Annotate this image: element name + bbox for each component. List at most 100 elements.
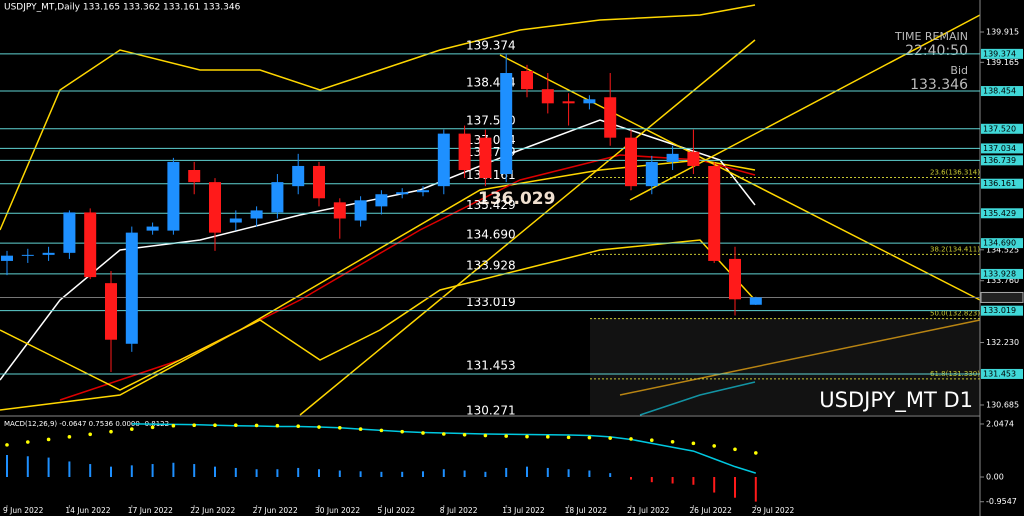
signal-dot — [733, 447, 737, 452]
x-tick-label: 27 Jun 2022 — [253, 506, 298, 515]
level-box — [981, 123, 1023, 134]
signal-dot — [546, 435, 550, 439]
y-tick-label: 139.165 — [986, 58, 1019, 67]
level-label: 133.928 — [466, 258, 516, 272]
signal-dot — [712, 444, 716, 448]
level-box — [981, 208, 1023, 219]
ichimoku-cloud — [590, 318, 980, 415]
candle-body — [167, 161, 180, 231]
candle-body — [562, 101, 575, 104]
signal-dot — [587, 435, 592, 440]
candle-body — [645, 161, 658, 187]
level-label: 133.019 — [466, 295, 516, 309]
level-box — [981, 178, 1023, 189]
bid-text: 133.346 — [910, 77, 968, 93]
macd-tick-label: 2.0474 — [986, 419, 1014, 428]
candle-body — [146, 226, 159, 231]
level-label: 135.429 — [466, 198, 516, 212]
signal-dot — [629, 437, 633, 441]
level-box-label: 131.453 — [983, 369, 1016, 378]
candle-body — [666, 153, 679, 162]
signal-dot — [192, 423, 196, 428]
indicator-lines — [0, 4, 981, 416]
candle-body — [354, 200, 367, 221]
level-box — [981, 305, 1023, 316]
candle-body — [437, 133, 450, 187]
level-box-label: 134.690 — [983, 239, 1016, 248]
candle-body — [604, 97, 617, 138]
candle-body — [541, 89, 554, 104]
y-tick-label: 134.525 — [986, 245, 1019, 254]
level-box — [981, 48, 1023, 59]
level-box — [981, 238, 1023, 249]
signal-dot — [275, 423, 280, 428]
signal-dot — [379, 428, 384, 433]
signal-dot — [358, 427, 363, 431]
signal-dot — [691, 441, 696, 446]
signal-dot — [213, 423, 217, 428]
candle-body — [333, 202, 346, 219]
level-box-label: 136.739 — [983, 156, 1016, 165]
signal-dot — [109, 429, 113, 434]
moving-average — [0, 159, 756, 411]
signal-dot — [67, 435, 72, 439]
level-box — [981, 143, 1023, 154]
level-box-label: 137.520 — [983, 124, 1016, 133]
candle-body — [292, 165, 305, 187]
candle-body — [188, 170, 201, 183]
time-remain: 22:40:50 — [905, 43, 968, 59]
x-tick-label: 14 Jun 2022 — [65, 506, 110, 515]
x-tick-label: 5 Jul 2022 — [377, 506, 415, 515]
candle-body — [583, 99, 596, 104]
candle-body — [458, 133, 471, 171]
level-box-label: 133.928 — [983, 269, 1016, 278]
candle-body — [729, 258, 741, 300]
signal-dot — [400, 429, 405, 434]
signal-dot — [234, 423, 238, 428]
signal-dot — [317, 425, 321, 429]
level-box-label: 138.454 — [983, 87, 1016, 96]
y-tick-label: 130.685 — [986, 400, 1019, 409]
level-label: 134.690 — [466, 228, 516, 242]
signal-dot — [5, 443, 9, 447]
candle-body — [84, 212, 97, 278]
candle-body — [687, 151, 700, 166]
signal-dot — [442, 432, 446, 436]
bollinger-band — [0, 4, 756, 231]
candle-body — [105, 283, 117, 340]
level-box — [981, 368, 1023, 379]
signal-dot — [650, 438, 654, 443]
x-tick-label: 13 Jul 2022 — [502, 506, 545, 515]
candle-body — [417, 190, 429, 193]
level-box — [981, 268, 1023, 279]
bid-label: Bid — [950, 64, 968, 77]
trend-line — [299, 39, 756, 416]
macd-tick-label: 0.00 — [986, 473, 1004, 482]
x-tick-label: 8 Jul 2022 — [440, 506, 478, 515]
signal-dot — [483, 433, 488, 438]
x-tick-label: 9 Jun 2022 — [3, 506, 44, 515]
moving-average — [639, 381, 756, 416]
signal-dot — [525, 434, 529, 439]
candle-body — [250, 210, 263, 219]
signal-dot — [88, 432, 92, 437]
level-label: 130.271 — [466, 404, 516, 418]
signal-dot — [46, 437, 51, 442]
time-remain-label: TIME REMAIN — [894, 30, 968, 43]
signal-dot — [26, 440, 30, 444]
signal-dot — [566, 435, 571, 440]
signal-dot — [608, 436, 612, 440]
level-box-label: 137.034 — [983, 144, 1016, 153]
level-box-label: 136.161 — [983, 179, 1016, 188]
signal-dot — [296, 424, 301, 429]
y-tick-label: 132.230 — [986, 338, 1019, 347]
candle-body — [479, 137, 492, 179]
signal-dot — [171, 423, 176, 428]
x-tick-label: 22 Jun 2022 — [190, 506, 235, 515]
candle-body — [125, 232, 138, 344]
candle-body — [229, 218, 242, 223]
y-tick-label: 133.760 — [986, 276, 1019, 285]
signal-dot — [130, 427, 134, 431]
signal-dot — [462, 432, 467, 437]
